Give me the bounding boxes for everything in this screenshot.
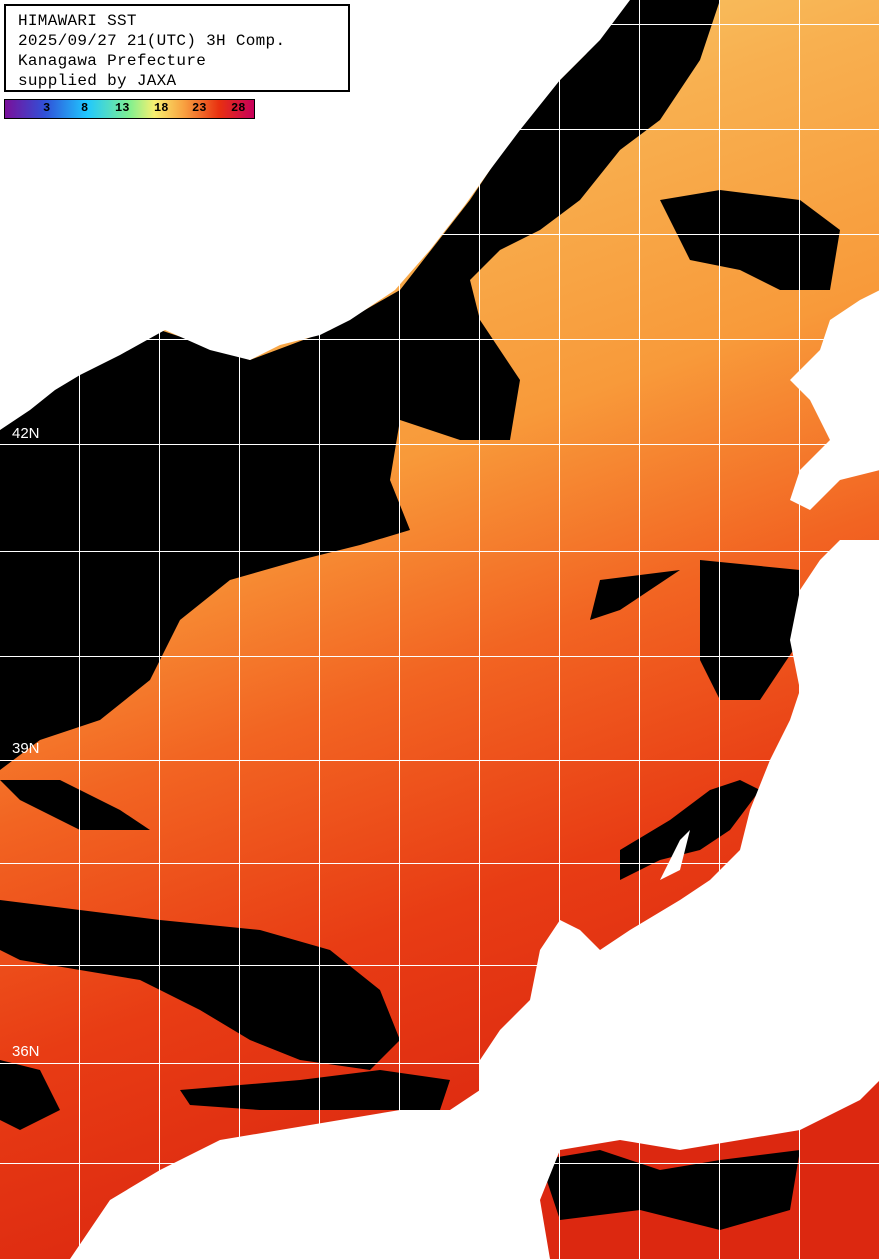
land-sado bbox=[660, 830, 690, 880]
color-scale-bar: 3 8 13 18 23 28 bbox=[4, 99, 255, 119]
credit: supplied by JAXA bbox=[18, 72, 177, 90]
land-hokkaido bbox=[790, 290, 880, 510]
cbar-tick: 13 bbox=[115, 101, 130, 115]
lat-label-42n: 42N bbox=[12, 425, 40, 442]
land-honshu bbox=[70, 540, 880, 1259]
cbar-tick: 8 bbox=[81, 101, 89, 115]
title: HIMAWARI SST bbox=[18, 12, 137, 30]
datetime: 2025/09/27 21(UTC) 3H Comp. bbox=[18, 32, 286, 50]
cbar-tick: 28 bbox=[231, 101, 246, 115]
cbar-tick: 23 bbox=[192, 101, 207, 115]
prefecture: Kanagawa Prefecture bbox=[18, 52, 207, 70]
cbar-tick: 3 bbox=[43, 101, 51, 115]
title-box: HIMAWARI SST 2025/09/27 21(UTC) 3H Comp.… bbox=[4, 4, 350, 92]
lat-label-39n: 39N bbox=[12, 740, 40, 757]
cbar-tick: 18 bbox=[154, 101, 169, 115]
lat-label-36n: 36N bbox=[12, 1043, 40, 1060]
